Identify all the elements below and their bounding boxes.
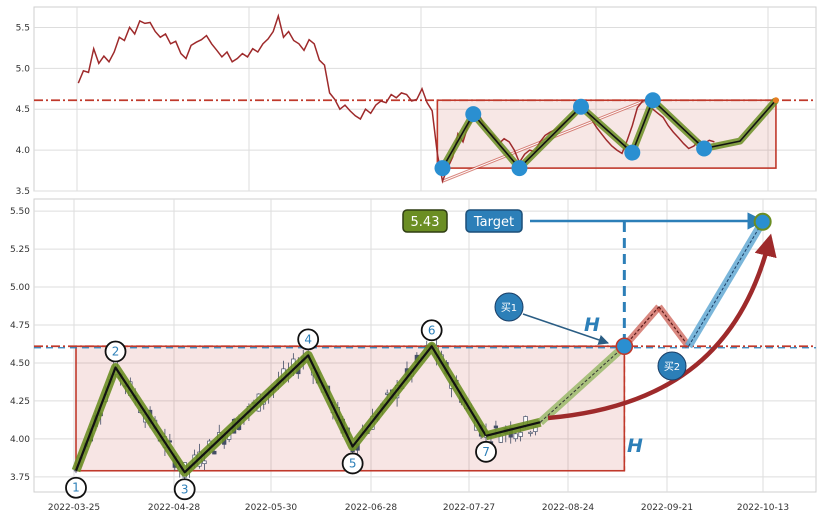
pivot-label-circle-4 <box>297 328 320 351</box>
bottom-y-tick-2: 4.25 <box>10 397 30 407</box>
target-label-text: Target <box>473 215 514 230</box>
top-price-panel: 3.5 4.0 4.5 5.0 5.5 <box>16 6 817 197</box>
bottom-annotations <box>522 212 777 471</box>
proj-down-core <box>658 306 690 347</box>
top-y-tick-2: 4.5 <box>16 105 30 115</box>
top-zigzag-end <box>772 97 779 104</box>
top-pivot-markers <box>434 92 713 177</box>
top-y-tick-0: 3.5 <box>16 187 30 197</box>
candle-body-86 <box>498 435 503 443</box>
bottom-x-tick-6: 2022-09-21 <box>641 503 693 513</box>
pivot-label-circle-1 <box>65 476 87 499</box>
pivot-label-5: 5 <box>349 456 357 470</box>
top-pivot-dot-3 <box>511 160 528 177</box>
top-pivot-dot-7 <box>696 140 713 157</box>
bottom-zigzag-core <box>74 345 487 474</box>
height-label-upper: H <box>584 314 600 336</box>
buy1-label: 买1 <box>501 302 517 314</box>
target-label-badge: Target <box>465 209 523 233</box>
pivot-label-4: 4 <box>304 332 312 346</box>
breakout-dot <box>615 337 634 356</box>
pivot-label-2: 2 <box>112 345 120 359</box>
top-pivot-dot-6 <box>644 92 661 109</box>
pivot-label-7: 7 <box>482 445 490 459</box>
top-grid <box>34 7 816 192</box>
bottom-zigzag-tail-core <box>485 421 541 437</box>
candle-body-85 <box>493 425 499 429</box>
top-y-tick-3: 5.0 <box>16 64 31 74</box>
bottom-x-tick-4: 2022-07-27 <box>443 503 495 513</box>
bottom-y-tick-4: 4.75 <box>10 321 30 331</box>
proj-target-core <box>688 221 764 347</box>
height-label-lower: H <box>627 435 643 457</box>
pivot-label-circle-7 <box>475 440 497 463</box>
pivot-label-circle-3 <box>173 478 196 501</box>
top-pivot-dot-5 <box>624 144 641 161</box>
top-price-line <box>77 13 715 184</box>
top-y-axis: 3.5 4.0 4.5 5.0 5.5 <box>16 23 31 197</box>
top-price-polyline <box>77 13 715 184</box>
pivot-label-circle-2 <box>104 340 127 363</box>
bottom-x-tick-5: 2022-08-24 <box>542 503 595 513</box>
pivot-label-6: 6 <box>428 323 436 337</box>
bottom-x-tick-3: 2022-06-28 <box>345 503 398 513</box>
bottom-range-box <box>75 345 626 472</box>
top-y-tick-1: 4.0 <box>16 146 31 156</box>
target-curve-arrow <box>547 233 777 421</box>
proj-up-core <box>623 306 660 347</box>
bottom-box-rect <box>75 345 626 472</box>
target-value-badge: 5.43 <box>402 209 448 233</box>
bottom-candlestick-panel: 3.75 4.00 4.25 4.50 4.75 5.00 5.25 5.50 2022-03… <box>10 198 817 513</box>
top-y-tick-4: 5.5 <box>16 23 30 33</box>
bottom-x-tick-2: 2022-05-30 <box>245 503 298 513</box>
buy1-arrow <box>522 313 609 345</box>
buy2-label: 买2 <box>664 361 680 373</box>
top-pivot-dot-1 <box>434 160 451 177</box>
target-dot <box>753 212 772 231</box>
bottom-pivot-labels: 1 2 3 4 5 6 7 <box>65 319 497 501</box>
bottom-y-tick-7: 5.50 <box>10 207 30 217</box>
pivot-label-circle-6 <box>420 319 443 342</box>
bottom-x-tick-7: 2022-10-13 <box>737 503 789 513</box>
candle-body-92 <box>528 431 533 434</box>
bottom-y-tick-1: 4.00 <box>10 435 30 445</box>
candle-body-26 <box>202 460 207 465</box>
bottom-y-tick-0: 3.75 <box>10 473 30 483</box>
bottom-y-axis: 3.75 4.00 4.25 4.50 4.75 5.00 5.25 5.50 <box>10 207 30 483</box>
candle-body-90 <box>518 431 523 437</box>
buy2-marker: 买2 <box>657 351 687 381</box>
pivot-label-1: 1 <box>72 481 80 495</box>
bottom-x-axis: 2022-03-25 2022-04-28 2022-05-30 2022-06-28… <box>48 503 789 513</box>
candle-body-89 <box>513 433 518 440</box>
bottom-breakout-leg-core <box>540 345 625 423</box>
bottom-zigzag-line <box>71 341 628 477</box>
top-pivot-dot-4 <box>573 98 589 115</box>
pivot-label-circle-5 <box>341 452 364 475</box>
target-value-text: 5.43 <box>411 215 440 230</box>
bottom-x-tick-0: 2022-03-25 <box>48 503 100 513</box>
bottom-y-tick-6: 5.25 <box>10 245 30 255</box>
top-pivot-dot-2 <box>465 106 482 123</box>
bottom-y-tick-5: 5.00 <box>10 283 30 293</box>
candle-body-28 <box>212 450 217 455</box>
buy1-marker: 买1 <box>494 292 524 322</box>
bottom-x-tick-1: 2022-04-28 <box>148 503 201 513</box>
bottom-y-tick-3: 4.50 <box>10 359 30 369</box>
pivot-label-3: 3 <box>181 482 189 496</box>
